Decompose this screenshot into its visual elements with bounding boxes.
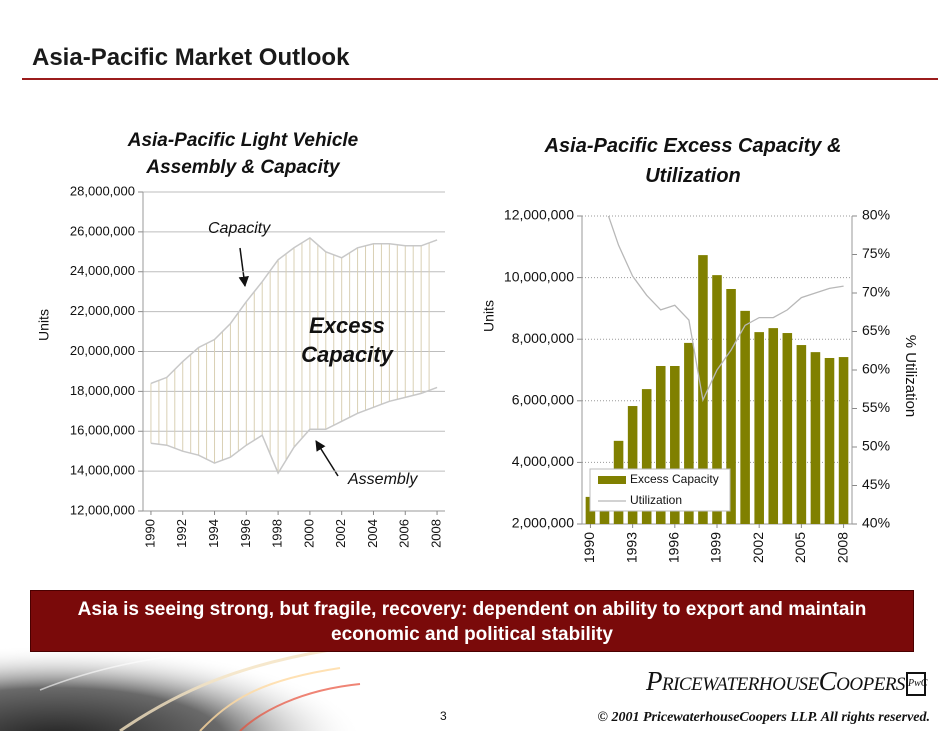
y2-tick-label: 40% <box>862 515 890 531</box>
y-axis-label: Units <box>36 309 52 341</box>
chart-title: Asia-Pacific Excess Capacity & Utilizati… <box>544 135 842 187</box>
annotation: Capacity <box>208 220 271 237</box>
y-tick-label: 22,000,000 <box>70 303 135 318</box>
annotation: Excess Capacity <box>301 313 393 367</box>
y2-tick-label: 50% <box>862 438 890 454</box>
bar <box>712 275 722 524</box>
x-tick-label: 2006 <box>397 519 412 548</box>
legend-swatch <box>598 476 626 484</box>
x-tick-label: 1993 <box>623 532 639 563</box>
bar <box>838 357 849 524</box>
x-tick-label: 2002 <box>333 519 348 548</box>
bar <box>684 342 694 524</box>
y-tick-label: 26,000,000 <box>70 223 135 238</box>
bar <box>670 365 680 524</box>
bar <box>810 352 821 524</box>
y2-tick-label: 80% <box>862 207 890 223</box>
y-tick-label: 28,000,000 <box>70 183 135 198</box>
x-tick-label: 2004 <box>365 519 380 548</box>
bar <box>824 357 835 524</box>
light-trail <box>119 648 331 731</box>
copyright: © 2001 PricewaterhouseCoopers LLP. All r… <box>597 710 930 725</box>
y-tick-label: 12,000,000 <box>70 502 135 517</box>
y-tick-label: 20,000,000 <box>70 343 135 358</box>
x-tick-label: 2000 <box>301 519 316 548</box>
x-tick-label: 2005 <box>792 532 808 563</box>
logo: PricewaterhouseCoopers <box>646 666 905 696</box>
x-tick-label: 1996 <box>666 532 682 563</box>
chart-title: Asia-Pacific Light Vehicle Assembly & Ca… <box>127 130 359 178</box>
y2-tick-label: 75% <box>862 245 890 261</box>
banner: Asia is seeing strong, but fragile, reco… <box>30 590 914 652</box>
bar <box>740 310 750 524</box>
y2-tick-label: 70% <box>862 284 890 300</box>
x-tick-label: 1999 <box>708 532 724 563</box>
bar <box>627 406 638 524</box>
legend-box <box>589 468 731 512</box>
line-series <box>607 216 844 403</box>
x-tick-label: 1990 <box>142 519 157 548</box>
x-tick-label: 2008 <box>834 532 850 563</box>
y-tick-label: 8,000,000 <box>512 330 574 346</box>
x-tick-label: 1994 <box>206 519 221 548</box>
bar <box>768 328 779 524</box>
bar <box>641 389 652 524</box>
y-tick-label: 18,000,000 <box>70 383 135 398</box>
bar <box>782 333 793 524</box>
bar <box>796 345 807 524</box>
bar <box>754 332 764 524</box>
y-tick-label: 16,000,000 <box>70 423 135 438</box>
line-series <box>150 386 438 475</box>
y2-tick-label: 60% <box>862 361 890 377</box>
y-axis-label: Units <box>481 300 497 332</box>
annotation-arrow <box>315 440 339 477</box>
bar <box>655 365 666 524</box>
light-trail <box>239 683 361 731</box>
line-series <box>150 236 438 385</box>
slide-title: Asia-Pacific Market Outlook <box>32 44 350 71</box>
x-tick-label: 1996 <box>238 519 253 548</box>
x-tick-label: 1992 <box>174 519 189 548</box>
y-tick-label: 10,000,000 <box>504 268 574 284</box>
x-tick-label: 2002 <box>750 532 766 563</box>
y2-axis-label: % Utilization <box>902 335 919 418</box>
bar <box>726 288 736 524</box>
logo-mark: PwC <box>906 672 927 696</box>
y2-tick-label: 45% <box>862 476 890 492</box>
annotation-arrow <box>238 247 249 288</box>
bar <box>698 255 708 524</box>
x-tick-label: 1990 <box>581 532 597 563</box>
y-tick-label: 4,000,000 <box>512 453 574 469</box>
x-tick-label: 2008 <box>428 519 443 548</box>
light-trail <box>199 667 341 731</box>
legend-label: Utilization <box>630 493 682 507</box>
y-tick-label: 14,000,000 <box>70 463 135 478</box>
y-tick-label: 24,000,000 <box>70 263 135 278</box>
y-tick-label: 12,000,000 <box>504 207 574 223</box>
y-tick-label: 2,000,000 <box>512 515 574 531</box>
y-tick-label: 6,000,000 <box>512 392 574 408</box>
y2-tick-label: 65% <box>862 322 890 338</box>
x-tick-label: 1998 <box>270 519 285 548</box>
page-number: 3 <box>440 709 447 723</box>
annotation: Assembly <box>348 471 418 488</box>
legend-label: Excess Capacity <box>630 472 719 486</box>
y2-tick-label: 55% <box>862 399 890 415</box>
